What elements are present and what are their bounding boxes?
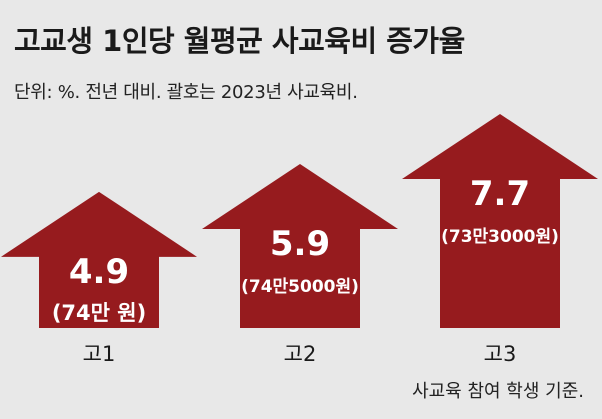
category-label: 고1 [83,342,116,366]
amount-label: (73만3000원) [441,227,559,247]
chart-subtitle: 단위: %. 전년 대비. 괄호는 2023년 사교육비. [14,82,358,103]
amount-label: (74만 원) [52,301,146,325]
arrow-bar-고3 [402,114,598,328]
chart-title: 고교생 1인당 월평균 사교육비 증가율 [14,24,465,58]
amount-label: (74만5000원) [241,277,359,297]
value-label: 7.7 [470,174,530,214]
arrow-bar-고1 [1,191,197,328]
category-label: 고3 [484,342,517,366]
value-label: 5.9 [270,224,330,264]
value-label: 4.9 [69,252,129,292]
footnote: 사교육 참여 학생 기준. [412,381,584,402]
category-label: 고2 [284,342,317,366]
arrow-bar-고2 [202,164,398,328]
